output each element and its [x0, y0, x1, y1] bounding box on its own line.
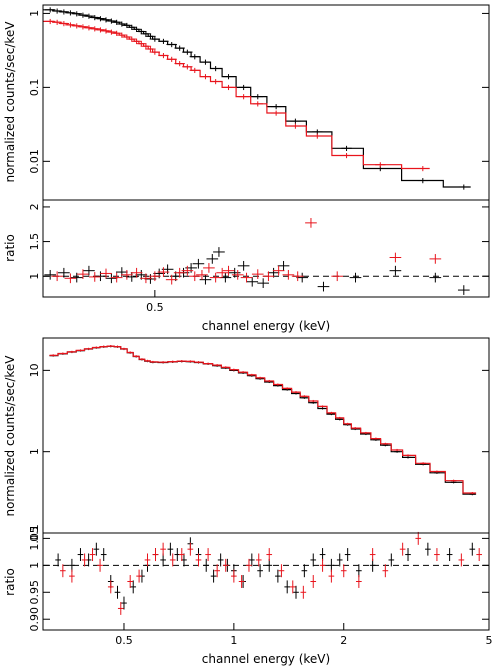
bottom-xlabel: channel energy (keV)	[202, 652, 330, 666]
bottom-spectrum-ytick-label: 1	[28, 448, 41, 455]
top-spectrum-ylabel: normalized counts/sec/keV	[3, 21, 17, 183]
bottom-spectrum-ytick-label: 10	[28, 363, 41, 377]
top-ratio-panel: 1 1.5 2 0.5 ratio channel energy (keV)	[3, 199, 490, 333]
top-spectrum-panel: 0.01 0.1 1 normalized counts/sec/keV	[3, 4, 490, 201]
bottom-spectrum-ytick-label: 0.1	[28, 524, 41, 542]
bottom-ratio-panel: 0.90 0.95 1 1.05 0.5 1 2 5 ratio channel energy…	[3, 526, 493, 666]
bottom-ratio-ytick-label: 0.95	[28, 580, 41, 605]
bottom-ratio-xtick-label: 5	[486, 634, 493, 647]
top-spectrum-ytick-label: 0.1	[28, 79, 41, 97]
bottom-spectrum-ylabel: normalized counts/sec/keV	[3, 355, 17, 517]
top-ratio-plot: 1 1.5 2 0.5	[28, 203, 489, 314]
bottom-ratio-xtick-label: 2	[340, 634, 347, 647]
top-spectrum-ytick-label: 1	[28, 10, 41, 17]
bottom-ratio-frame	[42, 532, 490, 631]
bottom-ratio-ytick-label: 1	[28, 562, 41, 569]
bottom-ratio-ylabel: ratio	[3, 568, 17, 596]
top-ratio-frame	[42, 199, 490, 298]
top-spectrum-plot: 0.01 0.1 1	[28, 7, 489, 190]
top-ratio-ytick-label: 2	[28, 203, 41, 210]
bottom-ratio-ytick-label: 0.90	[28, 607, 41, 632]
top-xlabel: channel energy (keV)	[202, 319, 330, 333]
bottom-spectrum-model-line	[49, 345, 477, 495]
top-spectrum-ytick-label: 0.01	[28, 149, 41, 174]
bottom-spectrum-plot: 0.1 1 10	[28, 345, 489, 542]
top-ratio-xtick-label: 0.5	[146, 301, 164, 314]
bottom-ratio-xtick-label: 1	[230, 634, 237, 647]
bottom-spectrum-panel: 0.1 1 10 normalized counts/sec/keV	[3, 337, 490, 542]
top-spectrum-frame	[42, 4, 490, 201]
bottom-ratio-plot: 0.90 0.95 1 1.05 0.5 1 2 5	[28, 526, 493, 647]
bottom-spectrum-frame	[42, 337, 490, 534]
top-spectrum-model-line	[43, 9, 471, 188]
top-spectrum-model-line	[43, 20, 430, 170]
top-ratio-ytick-label: 1.5	[28, 233, 41, 251]
top-ratio-ylabel: ratio	[3, 234, 17, 262]
top-ratio-ytick-label: 1	[28, 273, 41, 280]
bottom-ratio-ytick-label: 1.05	[28, 526, 41, 551]
bottom-ratio-xtick-label: 0.5	[115, 634, 133, 647]
bottom-spectrum-model-line	[49, 345, 477, 494]
